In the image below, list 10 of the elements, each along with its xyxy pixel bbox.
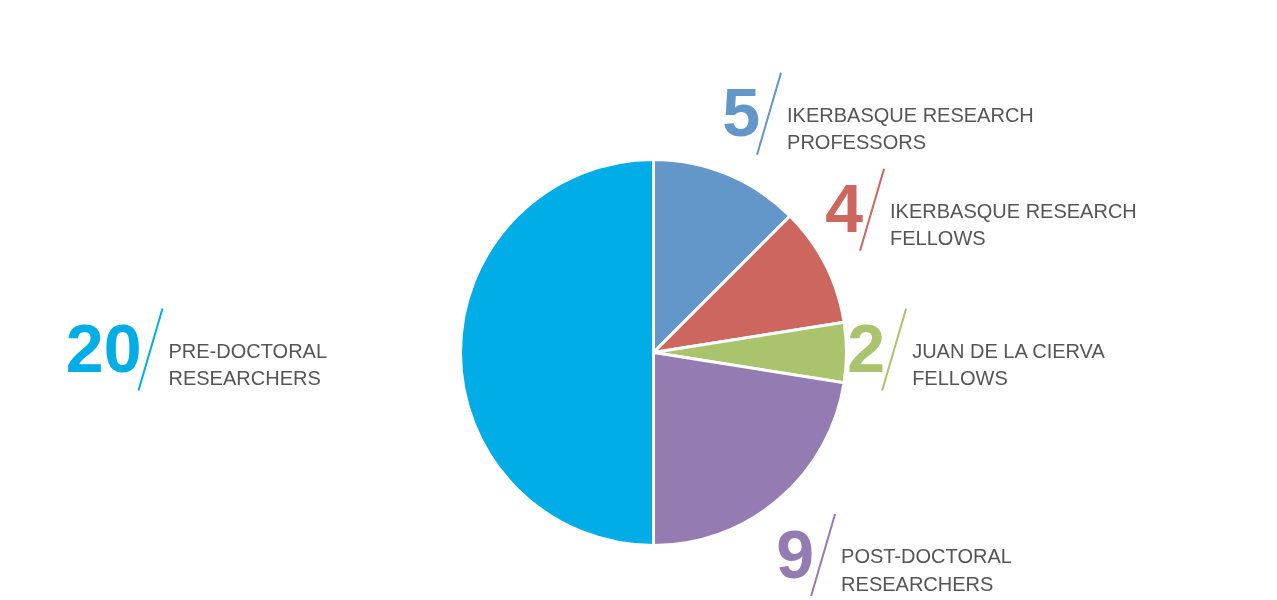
slice-label: PRE-DOCTORAL RESEARCHERS <box>168 339 328 390</box>
data-label: 9 <box>776 515 815 592</box>
slice-label: IKERBASQUE RESEARCH PROFESSORS <box>787 103 1034 154</box>
slice-label: IKERBASQUE RESEARCH FELLOWS <box>890 199 1137 250</box>
slice-label: JUAN DE LA CIERVA FELLOWS <box>912 339 1106 390</box>
data-label: 2 <box>847 310 886 386</box>
data-label: 5 <box>722 74 761 151</box>
data-label: 20 <box>65 310 142 386</box>
data-label: 4 <box>825 170 864 247</box>
slice-label: POST-DOCTORAL RESEARCHERS <box>841 545 1012 595</box>
